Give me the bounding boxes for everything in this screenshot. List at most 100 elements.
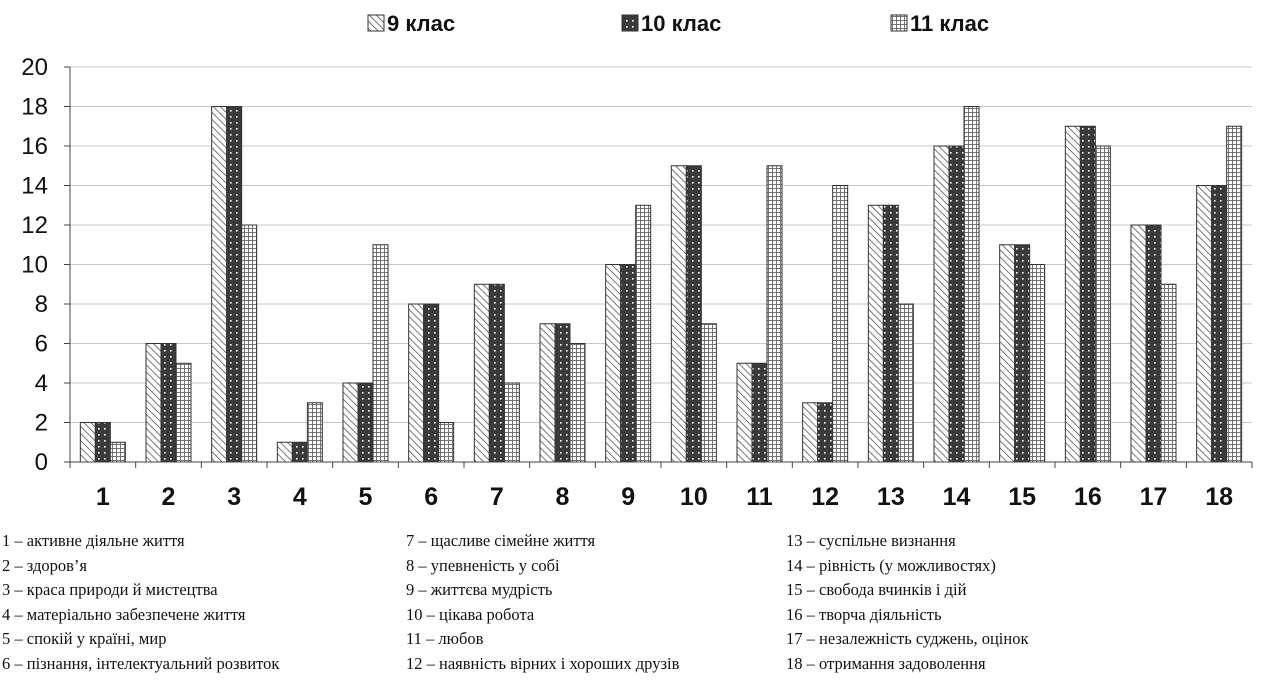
bar-10-klas [94, 422, 111, 463]
x-tick-label: 15 [1008, 483, 1036, 511]
bar-11-klas [635, 204, 652, 463]
bar-11-klas [1094, 145, 1111, 463]
y-tick-label: 10 [21, 252, 48, 279]
y-tick-label: 20 [21, 54, 48, 81]
bar-11-klas [832, 185, 849, 463]
bars [79, 106, 1243, 463]
x-tick-label: 6 [424, 483, 438, 511]
gridlines [70, 66, 1252, 423]
bar-9-klas [342, 382, 359, 463]
x-tick-label: 3 [227, 483, 241, 511]
bar-10-klas [291, 441, 308, 463]
category-note: 8 – упевненість у собі [406, 555, 560, 575]
bar-9-klas [276, 441, 293, 463]
bar-9-klas [999, 244, 1016, 463]
y-axis-ticks: 0 2 4 6 8 10 12 14 16 18 20 [21, 54, 70, 476]
bar-11-klas [1029, 264, 1046, 463]
category-note: 9 – життєва мудрість [406, 580, 553, 599]
bar-11-klas [700, 323, 717, 463]
bar-9-klas [933, 145, 950, 463]
bar-10-klas [620, 264, 637, 463]
bar-11-klas [241, 224, 258, 463]
x-tick-label: 2 [162, 483, 176, 511]
bar-9-klas [79, 422, 96, 463]
y-tick-label: 16 [21, 133, 48, 160]
bar-chart: 9 клас 10 клас 11 клас 02468101214161820… [21, 11, 1253, 511]
category-note: 18 – отримання задоволення [786, 653, 986, 673]
bar-11-klas [1160, 283, 1177, 463]
bar-9-klas [670, 165, 687, 463]
bar-9-klas [605, 264, 622, 463]
x-axis-ticks: 1 2 3 4 5 6 7 8 9 10 11 12 13 14 15 16 17 18 [96, 483, 1233, 511]
y-tick-label: 12 [21, 212, 48, 239]
legend-label-9: 9 клас [387, 11, 455, 36]
bar-10-klas [1211, 185, 1228, 463]
category-note: 10 – цікава робота [406, 604, 535, 624]
y-tick-label: 8 [35, 291, 48, 318]
category-note: 7 – щасливе сімейне життя [406, 531, 596, 550]
bar-11-klas [569, 343, 586, 463]
category-legend-notes: 1 – активне діяльне життя 2 – здоров’я 3 –… [0, 531, 1268, 683]
bar-10-klas [751, 362, 768, 463]
category-note: 1 – активне діяльне життя [2, 531, 185, 550]
x-tick-label: 9 [621, 483, 635, 511]
bar-10-klas [226, 106, 243, 463]
category-note: 2 – здоров’я [2, 555, 87, 575]
bar-11-klas [438, 422, 455, 463]
legend-item-11: 11 клас [890, 11, 989, 36]
bar-11-klas [306, 402, 323, 463]
x-tick-label: 17 [1140, 483, 1168, 511]
bar-9-klas [1064, 125, 1081, 463]
bar-11-klas [175, 362, 192, 463]
y-tick-label: 6 [35, 331, 48, 358]
bar-9-klas [867, 204, 884, 463]
legend-item-10: 10 клас [621, 11, 721, 36]
x-tick-label: 11 [746, 483, 773, 511]
bar-11-klas [372, 244, 389, 463]
x-tick-label: 7 [490, 483, 504, 511]
x-tick-label: 14 [943, 483, 971, 511]
x-tick-label: 5 [359, 483, 373, 511]
y-tick-label: 18 [21, 94, 48, 121]
bar-9-klas [145, 343, 162, 463]
bar-10-klas [817, 402, 834, 463]
bar-10-klas [554, 323, 571, 463]
bar-9-klas [736, 362, 753, 463]
category-note: 5 – спокій у країні, мир [2, 629, 167, 648]
x-tick-label: 8 [556, 483, 570, 511]
bar-9-klas [408, 303, 425, 463]
bar-10-klas [1014, 244, 1031, 463]
category-note: 12 – наявність вірних і хороших друзів [406, 653, 680, 673]
bar-10-klas [1079, 125, 1096, 463]
category-note: 6 – пізнання, інтелектуальний розвиток [2, 653, 280, 673]
bar-11-klas [109, 441, 126, 463]
bar-11-klas [503, 382, 520, 463]
x-tick-label: 16 [1074, 483, 1102, 511]
x-tick-label: 4 [293, 483, 307, 511]
bar-11-klas [1226, 125, 1243, 463]
x-tick-label: 13 [877, 483, 905, 511]
category-note: 3 – краса природи й мистецтва [2, 580, 218, 599]
bar-9-klas [802, 402, 819, 463]
x-tick-label: 18 [1205, 483, 1233, 511]
bar-10-klas [160, 343, 177, 463]
bar-10-klas [882, 204, 899, 463]
x-tick-label: 1 [96, 483, 110, 511]
category-note: 17 – незалежність суджень, оцінок [786, 629, 1029, 648]
category-note: 4 – матеріально забезпечене життя [2, 604, 246, 624]
legend-item-9: 9 клас [367, 11, 455, 36]
category-note: 15 – свобода вчинків і дій [786, 580, 967, 599]
bar-11-klas [766, 165, 783, 463]
category-note: 16 – творча діяльність [786, 604, 942, 624]
bar-10-klas [488, 283, 505, 463]
y-tick-label: 4 [35, 370, 48, 397]
bar-10-klas [948, 145, 965, 463]
category-note: 13 – суспільне визнання [786, 531, 956, 550]
y-tick-label: 2 [35, 410, 48, 437]
bar-9-klas [473, 283, 490, 463]
bar-10-klas [1145, 224, 1162, 463]
legend: 9 клас 10 клас 11 клас [367, 11, 989, 36]
bar-9-klas [1196, 185, 1213, 463]
y-tick-label: 0 [35, 449, 48, 476]
bar-10-klas [357, 382, 374, 463]
